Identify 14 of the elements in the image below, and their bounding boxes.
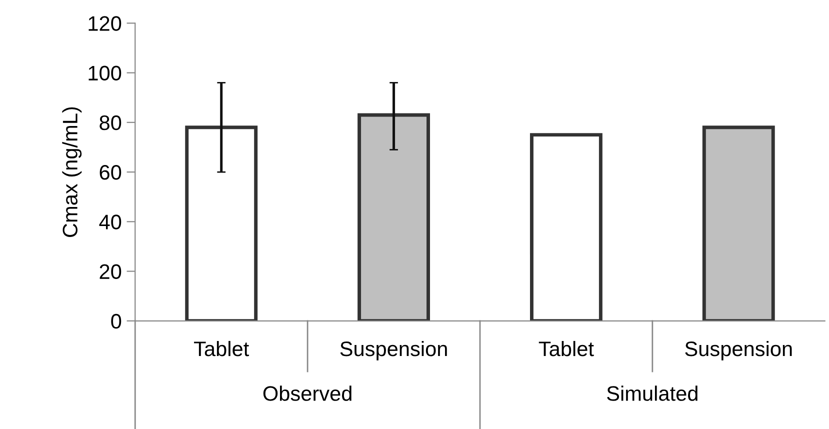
y-tick-label: 80 [100, 115, 122, 130]
x-tick-label: Tablet [538, 340, 594, 356]
y-tick-label: 40 [99, 214, 122, 230]
x-tick-label: Suspension [685, 340, 792, 360]
y-tick-label: 20 [100, 264, 122, 280]
y-tick-label: 60 [100, 165, 122, 180]
y-tick-label: 100 [88, 66, 122, 81]
text: Observed [263, 386, 352, 401]
y-axis-title: Cmax (ng/mL) [62, 107, 82, 237]
x-tick-label: Tablet [194, 340, 249, 356]
y-tick-label: 0 [111, 314, 122, 329]
y-tick-label: 120 [88, 16, 122, 31]
text: Simulated [607, 386, 698, 401]
x-tick-label: Suspension [340, 340, 447, 360]
